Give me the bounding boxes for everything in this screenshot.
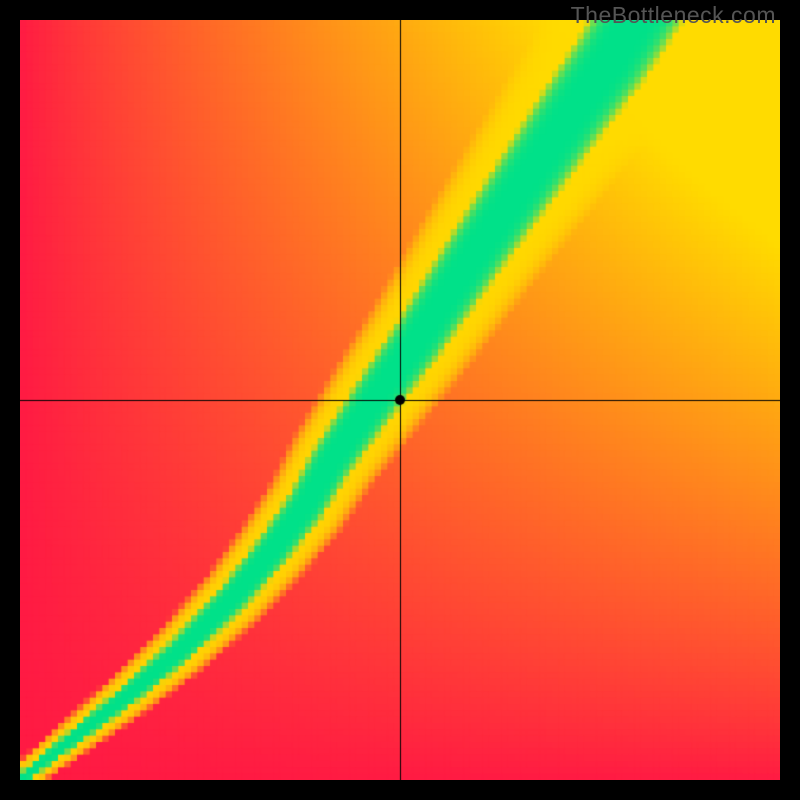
chart-container: TheBottleneck.com [0,0,800,800]
heatmap-plot [20,20,780,780]
watermark-text: TheBottleneck.com [571,2,776,29]
